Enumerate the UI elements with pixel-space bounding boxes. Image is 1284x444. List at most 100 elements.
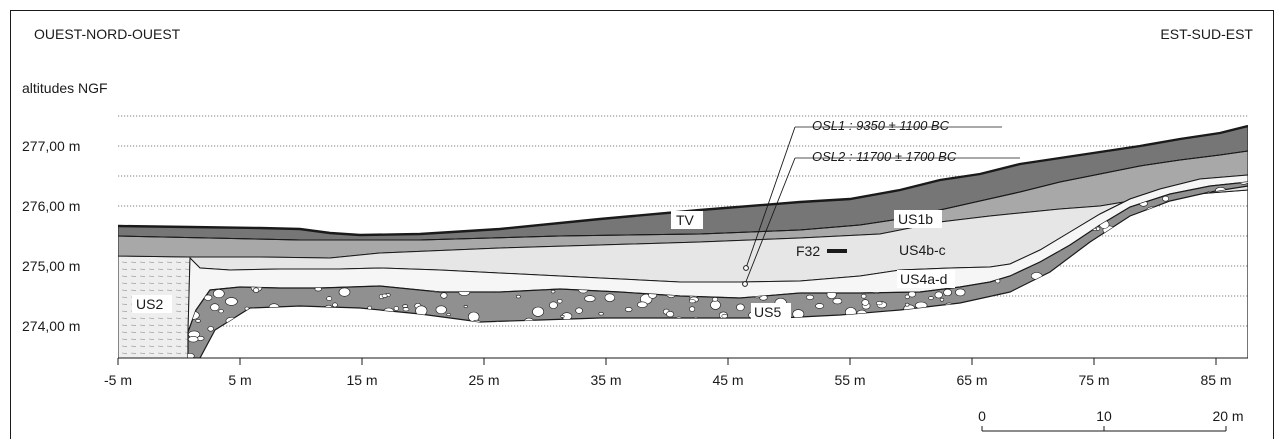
us4ad-label-box (897, 270, 955, 288)
gravel-pebble (1191, 281, 1198, 286)
gravel-pebble (216, 329, 222, 334)
gravel-pebble (1198, 232, 1207, 238)
gravel-pebble (1126, 347, 1134, 354)
us2-hatch-mark (139, 352, 146, 354)
us2-hatch-mark (184, 261, 191, 263)
us2-hatch-mark (130, 331, 137, 333)
gravel-pebble (462, 221, 475, 230)
gravel-pebble (538, 340, 546, 347)
gravel-pebble (362, 318, 372, 326)
gravel-pebble (890, 173, 897, 178)
gravel-pebble (926, 313, 935, 320)
gravel-pebble (253, 312, 258, 317)
gravel-pebble (283, 309, 296, 319)
gravel-pebble (438, 348, 445, 353)
gravel-pebble (765, 331, 771, 335)
gravel-pebble (737, 320, 749, 330)
gravel-pebble (1197, 196, 1202, 201)
us2-hatch-mark (157, 324, 164, 326)
us2-hatch-mark (139, 324, 146, 326)
gravel-pebble (1138, 267, 1147, 273)
gravel-pebble (661, 339, 669, 346)
gravel-pebble (424, 347, 432, 353)
gravel-pebble (846, 188, 854, 194)
us2-hatch-mark (175, 268, 182, 270)
gravel-pebble (397, 313, 407, 321)
gravel-pebble (259, 214, 265, 218)
gravel-pebble (264, 193, 270, 197)
gravel-pebble (805, 182, 814, 186)
gravel-pebble (432, 218, 440, 223)
east-orientation-label: EST-SUD-EST (1160, 26, 1253, 42)
altitude-header: altitudes NGF (22, 80, 108, 96)
distance-tick-label: 25 m (468, 372, 499, 388)
gravel-pebble (652, 327, 665, 335)
gravel-pebble (554, 176, 559, 181)
gravel-pebble (1060, 317, 1065, 321)
us2-hatch-mark (175, 282, 182, 284)
gravel-pebble (1085, 334, 1097, 344)
gravel-pebble (745, 347, 751, 352)
gravel-pebble (871, 351, 879, 357)
us2-hatch-mark (166, 268, 173, 270)
gravel-pebble (502, 211, 510, 217)
gravel-pebble (1164, 245, 1176, 254)
us4bc-label: US4b-c (899, 242, 946, 258)
gravel-pebble (710, 300, 721, 310)
gravel-pebble (323, 173, 333, 181)
gravel-pebble (876, 301, 883, 306)
gravel-pebble (370, 310, 378, 317)
osl2-label: OSL2 : 11700 ± 1700 BC (812, 149, 957, 164)
us2-hatch-mark (130, 289, 137, 291)
gravel-pebble (313, 341, 324, 351)
gravel-pebble (692, 316, 700, 323)
gravel-pebble (1220, 280, 1228, 287)
gravel-pebble (371, 332, 380, 339)
gravel-pebble (1100, 278, 1107, 283)
gravel-pebble (934, 291, 943, 299)
gravel-pebble (843, 191, 848, 195)
gravel-pebble (336, 340, 342, 345)
gravel-pebble (213, 289, 225, 299)
gravel-pebble (675, 316, 683, 323)
gravel-pebble (912, 318, 924, 326)
osl1-leader-line (745, 126, 796, 269)
gravel-pebble (338, 287, 351, 297)
gravel-pebble (367, 316, 374, 322)
gravel-pebble (467, 350, 472, 354)
gravel-pebble (1130, 296, 1138, 303)
figure-frame (10, 10, 1274, 444)
gravel-pebble (393, 306, 399, 311)
us2-hatch-mark (121, 331, 128, 333)
tv-label-box (671, 211, 703, 229)
us2-hatch-mark (175, 303, 182, 305)
gravel-pebble (218, 309, 224, 314)
gravel-pebble (627, 195, 634, 201)
gravel-pebble (221, 208, 231, 217)
us2-hatch-mark (166, 324, 173, 326)
gravel-pebble (691, 174, 698, 179)
gravel-pebble (903, 347, 911, 353)
tv-label: TV (676, 212, 695, 228)
gravel-pebble (673, 190, 682, 196)
gravel-pebble (210, 303, 220, 312)
gravel-pebble (1207, 218, 1219, 228)
gravel-pebble (553, 334, 564, 342)
gravel-pebble (1218, 226, 1223, 230)
gravel-pebble (298, 343, 308, 350)
gravel-pebble (1189, 318, 1199, 325)
us2-hatch-mark (157, 282, 164, 284)
us2-hatch-mark (175, 331, 182, 333)
us2-hatch-mark (148, 345, 155, 347)
gravel-pebble (761, 178, 765, 181)
gravel-pebble (363, 182, 368, 184)
gravel-pebble (388, 316, 397, 323)
gravel-pebble (1084, 310, 1093, 318)
gravel-pebble (1078, 323, 1084, 328)
gravel-pebble (238, 174, 242, 177)
gravel-pebble (321, 203, 332, 214)
gravel-pebble (359, 171, 370, 180)
gravel-pebble (800, 317, 806, 322)
gravel-pebble (516, 294, 521, 299)
gravel-pebble (1234, 249, 1248, 259)
